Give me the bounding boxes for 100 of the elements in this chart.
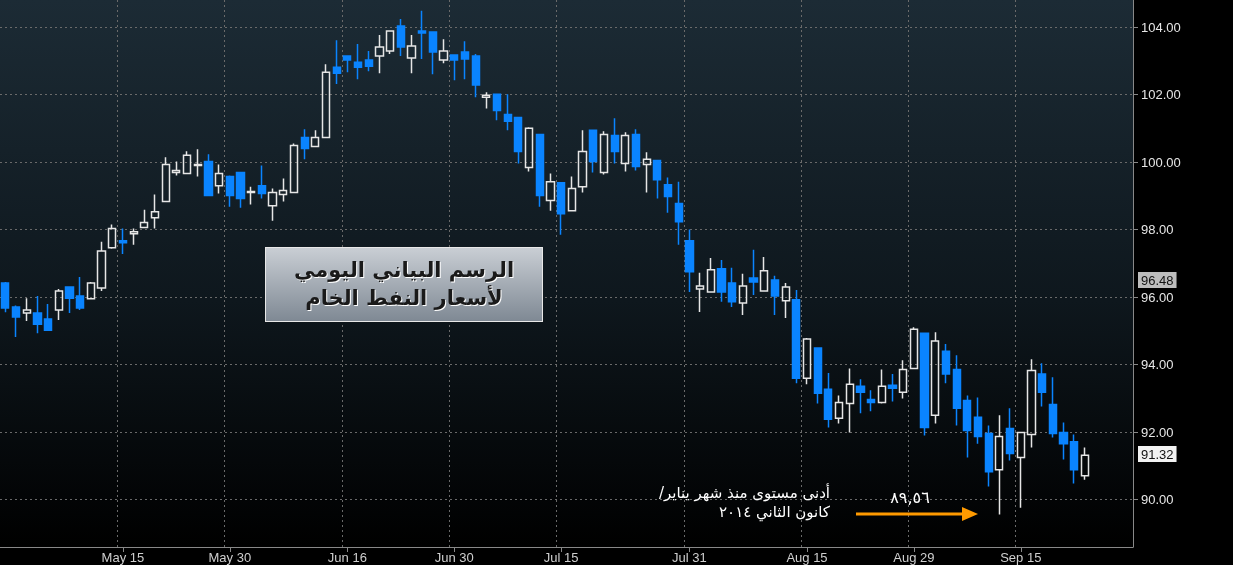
candlestick <box>321 63 331 139</box>
candlestick <box>759 256 769 292</box>
candlestick <box>278 177 288 203</box>
candlestick <box>642 151 652 194</box>
candlestick <box>438 38 449 64</box>
candlestick <box>706 257 716 293</box>
candlestick <box>225 174 235 208</box>
candlestick <box>96 241 107 292</box>
candlestick <box>588 129 598 174</box>
candlestick <box>492 93 502 121</box>
candlestick <box>855 378 866 415</box>
candlestick <box>396 18 406 57</box>
candlestick <box>385 30 395 55</box>
candlestick <box>1026 358 1037 449</box>
candlestick <box>417 10 427 60</box>
candlestick <box>716 259 727 303</box>
candlestick <box>22 297 32 322</box>
y-tick-label: 98.00 <box>1141 222 1174 238</box>
x-tick-label: May 30 <box>208 550 252 565</box>
x-tick-label: Aug 29 <box>893 550 935 565</box>
y-tick-label: 104.00 <box>1141 19 1181 35</box>
candlestick <box>150 193 160 230</box>
x-tick-label: Jun 30 <box>434 550 474 565</box>
candlestick <box>364 50 374 72</box>
annotation: ٨٩,٥٦ <box>889 488 931 507</box>
candlestick <box>64 286 75 314</box>
candlestick <box>374 34 385 75</box>
candlestick <box>1037 362 1047 408</box>
y-tick-label: 102.00 <box>1141 87 1181 103</box>
candlestick <box>684 228 695 293</box>
candlestick <box>332 39 342 85</box>
candlestick <box>75 276 85 311</box>
candlestick <box>620 131 630 173</box>
y-tick-label: 90.00 <box>1141 492 1174 508</box>
candlestick <box>428 31 438 76</box>
candlestick <box>748 249 759 296</box>
candlestick <box>919 332 930 437</box>
candlestick <box>524 126 534 173</box>
candlestick <box>235 171 246 209</box>
candlestick <box>727 267 737 308</box>
candlestick <box>449 54 459 82</box>
candlestick <box>43 303 53 332</box>
text: الرسم البياني اليومي لأسعار النفط الخام <box>265 247 543 322</box>
candlestick <box>246 185 256 206</box>
candlestick <box>54 288 64 321</box>
candlestick <box>289 142 299 194</box>
candlestick <box>11 304 21 338</box>
candlestick <box>823 372 833 429</box>
text: 96.48 <box>1141 273 1174 288</box>
candlestick <box>952 354 962 427</box>
candlestick <box>1069 433 1079 485</box>
candlestick <box>182 150 192 175</box>
x-tick-label: May 15 <box>101 550 145 565</box>
candlestick <box>300 128 310 161</box>
candlestick <box>107 223 117 250</box>
candlestick <box>845 367 855 434</box>
candlestick <box>118 227 128 255</box>
candlestick <box>674 180 684 246</box>
candlestick <box>86 281 96 300</box>
candlestick <box>791 289 801 384</box>
candlestick <box>193 148 203 178</box>
candlestick <box>802 337 812 385</box>
y-tick-label: 96.00 <box>1141 289 1174 305</box>
candlestick <box>984 424 994 488</box>
x-tick-label: Sep 15 <box>1000 550 1042 565</box>
y-tick-label: 94.00 <box>1141 357 1174 373</box>
candlestick <box>257 164 267 200</box>
candlestick <box>310 129 320 148</box>
candlestick <box>909 326 919 370</box>
candlestick <box>1080 446 1090 481</box>
candlestick <box>353 43 363 81</box>
candlestick <box>513 116 523 165</box>
x-tick-label: Jun 16 <box>327 550 367 565</box>
candlestick <box>962 394 972 459</box>
candlestick <box>973 396 983 445</box>
candlestick <box>577 129 588 194</box>
candlestick <box>545 172 556 212</box>
candlestick <box>481 91 491 110</box>
text: 91.32 <box>1141 447 1174 462</box>
candlestick <box>813 347 823 405</box>
candlestick <box>877 368 887 405</box>
candlestick <box>738 273 748 316</box>
candlestick <box>471 53 481 98</box>
candlestick <box>898 359 908 400</box>
candlestick <box>610 117 620 165</box>
candlestick <box>599 130 609 176</box>
y-tick-label: 100.00 <box>1141 154 1181 170</box>
candlestick <box>834 394 844 425</box>
candlestick <box>342 55 352 74</box>
candlestick <box>567 175 577 212</box>
candlestick <box>631 128 641 172</box>
candlestick <box>171 160 181 177</box>
candlestick <box>770 275 780 316</box>
candlestick <box>695 272 705 313</box>
candlestick <box>214 163 224 195</box>
x-tick-label: Jul 31 <box>672 550 707 565</box>
candlestick <box>994 414 1004 516</box>
candlestick <box>32 295 43 335</box>
x-tick-label: Aug 15 <box>786 550 828 565</box>
candlestick <box>663 176 673 214</box>
